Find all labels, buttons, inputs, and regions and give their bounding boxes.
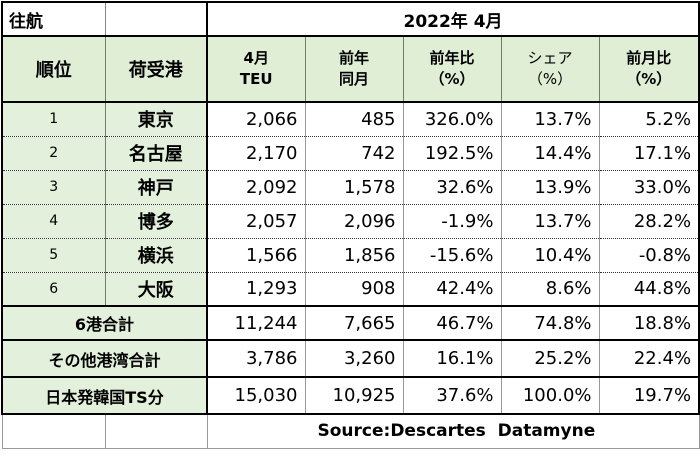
prev-cell: 485 xyxy=(305,102,404,137)
rank-cell: 3 xyxy=(1,170,106,205)
col-prev-line1: 前年 xyxy=(338,49,369,67)
source-row: Source:Descartes Datamyne xyxy=(1,414,700,449)
yoy-cell: 37.6% xyxy=(403,377,502,415)
share-cell: 13.9% xyxy=(501,170,600,205)
teu-cell: 2,092 xyxy=(207,170,306,205)
col-yoy-line2: （%） xyxy=(429,70,475,88)
share-cell: 13.7% xyxy=(501,204,600,239)
port-cell: 東京 xyxy=(105,102,208,137)
prev-cell: 2,096 xyxy=(305,204,404,239)
col-prev: 前年 同月 xyxy=(305,36,404,103)
rank-cell: 2 xyxy=(1,136,106,171)
table-row: 1 東京 2,066 485 326.0% 13.7% 5.2% xyxy=(1,102,700,137)
blank-cell xyxy=(105,1,208,37)
period-title: 2022年 4月 xyxy=(205,1,700,37)
yoy-cell: 326.0% xyxy=(403,102,502,137)
col-teu: 4月 TEU xyxy=(207,36,306,103)
col-share-line2: （%） xyxy=(527,70,573,88)
yoy-cell: 32.6% xyxy=(403,170,502,205)
mom-cell: 17.1% xyxy=(599,136,700,171)
rank-cell: 6 xyxy=(1,272,106,307)
source-note: Source:Descartes Datamyne xyxy=(207,414,700,449)
teu-cell: 1,293 xyxy=(207,272,306,307)
teu-cell: 2,057 xyxy=(207,204,306,239)
rank-cell: 1 xyxy=(1,102,106,137)
total-row: その他港湾合計 3,786 3,260 16.1% 25.2% 22.4% xyxy=(1,340,700,378)
teu-cell: 15,030 xyxy=(207,377,306,415)
teu-cell: 1,566 xyxy=(207,238,306,273)
share-cell: 74.8% xyxy=(501,306,600,341)
col-prev-line2: 同月 xyxy=(338,70,369,88)
table-row: 5 横浜 1,566 1,856 -15.6% 10.4% -0.8% xyxy=(1,238,700,273)
trade-stats-table: 往航 2022年 4月 順位 荷受港 4月 TEU 前年 同月 前年比 （%） … xyxy=(1,1,700,449)
total-row: 日本発韓国TS分 15,030 10,925 37.6% 100.0% 19.7… xyxy=(1,377,700,415)
rank-cell: 5 xyxy=(1,238,106,273)
corner-label: 往航 xyxy=(1,1,106,37)
col-port: 荷受港 xyxy=(105,36,208,103)
col-mom-line2: （%） xyxy=(626,70,672,88)
teu-cell: 11,244 xyxy=(207,306,306,341)
col-mom-line1: 前月比 xyxy=(626,49,672,67)
port-cell: 大阪 xyxy=(105,272,208,307)
table-row: 6 大阪 1,293 908 42.4% 8.6% 44.8% xyxy=(1,272,700,307)
mom-cell: 5.2% xyxy=(599,102,700,137)
mom-cell: 18.8% xyxy=(599,306,700,341)
mom-cell: -0.8% xyxy=(599,238,700,273)
mom-cell: 33.0% xyxy=(599,170,700,205)
port-cell: 名古屋 xyxy=(105,136,208,171)
total-label: 6港合計 xyxy=(1,306,208,341)
col-rank: 順位 xyxy=(1,36,106,103)
col-yoy-line1: 前年比 xyxy=(429,49,475,67)
prev-cell: 10,925 xyxy=(305,377,404,415)
col-share: シェア （%） xyxy=(501,36,600,103)
blank-cell xyxy=(105,414,208,449)
col-mom: 前月比 （%） xyxy=(599,36,700,103)
blank-cell xyxy=(1,414,106,449)
yoy-cell: 42.4% xyxy=(403,272,502,307)
yoy-cell: -15.6% xyxy=(403,238,502,273)
teu-cell: 2,066 xyxy=(207,102,306,137)
share-cell: 25.2% xyxy=(501,340,600,378)
yoy-cell: 192.5% xyxy=(403,136,502,171)
table-row: 2 名古屋 2,170 742 192.5% 14.4% 17.1% xyxy=(1,136,700,171)
yoy-cell: 16.1% xyxy=(403,340,502,378)
teu-cell: 2,170 xyxy=(207,136,306,171)
table-row: 3 神戸 2,092 1,578 32.6% 13.9% 33.0% xyxy=(1,170,700,205)
mom-cell: 28.2% xyxy=(599,204,700,239)
share-cell: 8.6% xyxy=(501,272,600,307)
port-cell: 横浜 xyxy=(105,238,208,273)
share-cell: 10.4% xyxy=(501,238,600,273)
yoy-cell: 46.7% xyxy=(403,306,502,341)
prev-cell: 908 xyxy=(305,272,404,307)
yoy-cell: -1.9% xyxy=(403,204,502,239)
share-cell: 14.4% xyxy=(501,136,600,171)
share-cell: 100.0% xyxy=(501,377,600,415)
col-share-line1: シェア xyxy=(527,49,573,67)
total-label: 日本発韓国TS分 xyxy=(1,377,208,415)
port-cell: 博多 xyxy=(105,204,208,239)
total-label: その他港湾合計 xyxy=(1,340,208,378)
col-teu-line1: 4月 xyxy=(243,49,269,67)
mom-cell: 22.4% xyxy=(599,340,700,378)
rank-cell: 4 xyxy=(1,204,106,239)
prev-cell: 3,260 xyxy=(305,340,404,378)
table-row: 4 博多 2,057 2,096 -1.9% 13.7% 28.2% xyxy=(1,204,700,239)
total-row: 6港合計 11,244 7,665 46.7% 74.8% 18.8% xyxy=(1,306,700,341)
prev-cell: 7,665 xyxy=(305,306,404,341)
col-teu-line2: TEU xyxy=(239,70,273,88)
teu-cell: 3,786 xyxy=(207,340,306,378)
prev-cell: 1,856 xyxy=(305,238,404,273)
mom-cell: 19.7% xyxy=(599,377,700,415)
col-yoy: 前年比 （%） xyxy=(403,36,502,103)
mom-cell: 44.8% xyxy=(599,272,700,307)
prev-cell: 742 xyxy=(305,136,404,171)
port-cell: 神戸 xyxy=(105,170,208,205)
prev-cell: 1,578 xyxy=(305,170,404,205)
share-cell: 13.7% xyxy=(501,102,600,137)
